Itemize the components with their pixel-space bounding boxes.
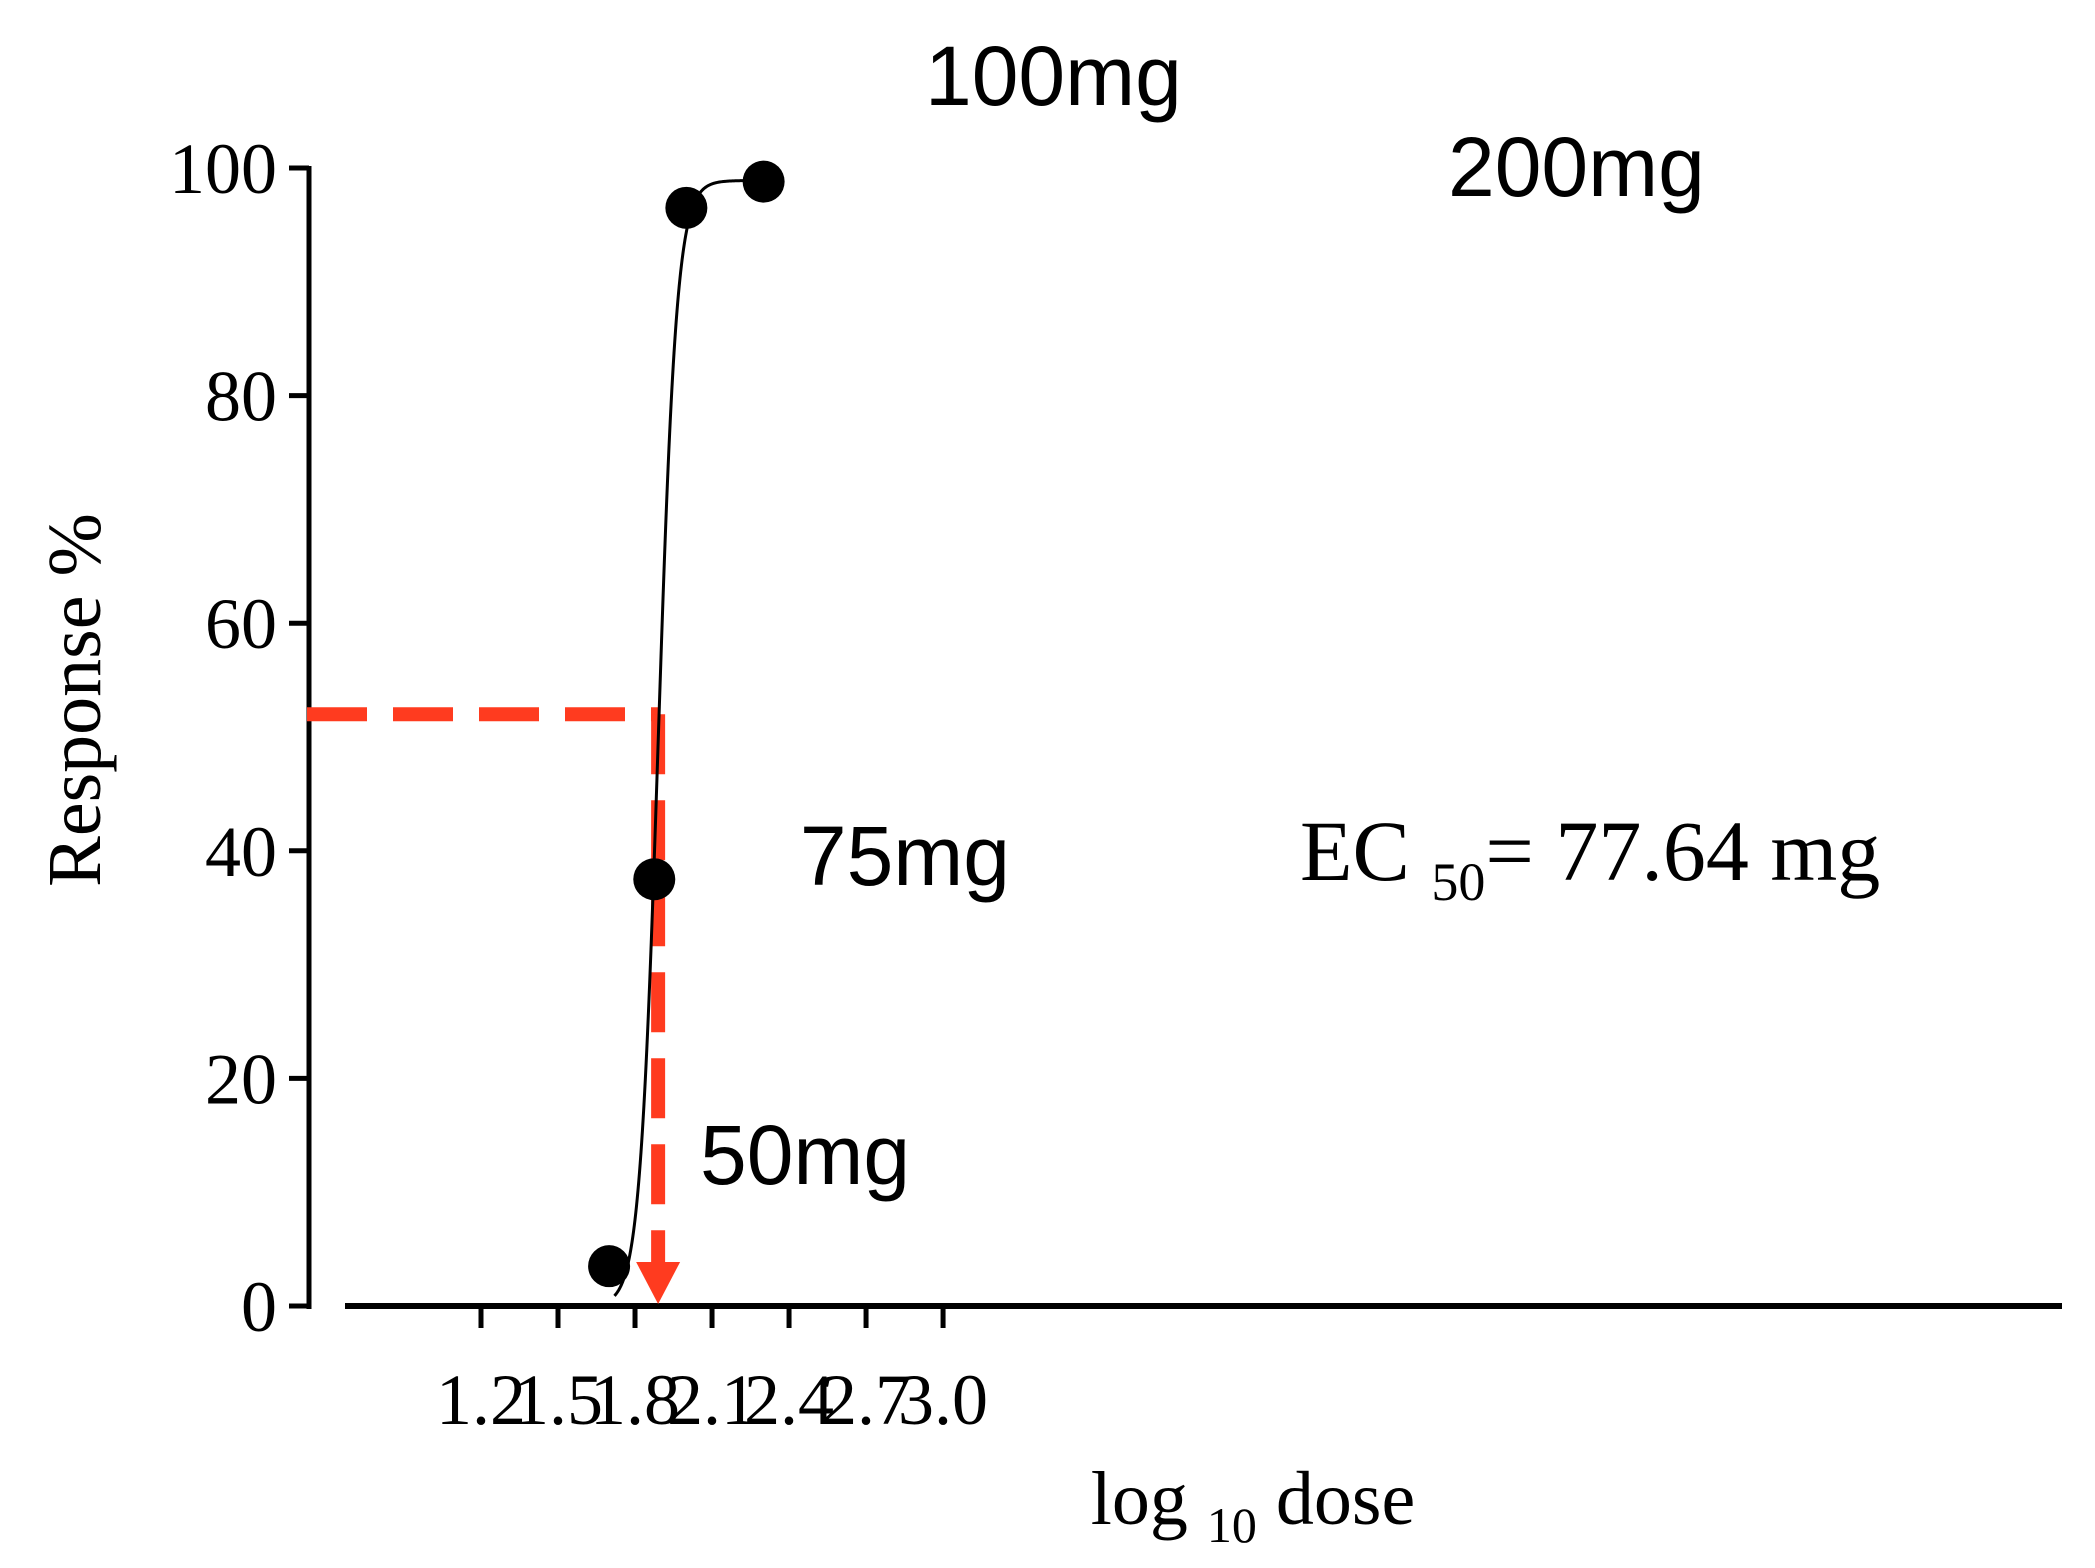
- data-point-200mg: [742, 160, 785, 203]
- y-tick-label: 80: [205, 357, 277, 437]
- data-point-100mg: [665, 186, 708, 229]
- ec50-guide: [307, 707, 681, 1304]
- x-tick-label: 1.5: [513, 1360, 603, 1440]
- labels: 50mg 75mg 100mg 200mg EC 50= 77.64 mg: [700, 29, 1880, 1202]
- y-tick-label: 0: [241, 1267, 277, 1347]
- ec50-annotation: EC 50= 77.64 mg: [1300, 803, 1880, 912]
- point-label-200mg: 200mg: [1448, 120, 1705, 214]
- x-tick-label: 1.8: [590, 1360, 680, 1440]
- data-point-50mg: [588, 1245, 631, 1288]
- point-label-50mg: 50mg: [700, 1108, 910, 1202]
- y-tick-label: 60: [205, 584, 277, 664]
- x-tick-label: 2.7: [821, 1360, 911, 1440]
- x-tick-label: 2.1: [667, 1360, 757, 1440]
- x-tick-label: 1.2: [436, 1360, 526, 1440]
- point-label-75mg: 75mg: [800, 809, 1010, 903]
- y-tick-label: 20: [205, 1039, 277, 1119]
- x-axis-title: log 10 dose: [1091, 1457, 1415, 1553]
- y-tick-label: 100: [169, 129, 277, 209]
- x-tick-label: 3.0: [898, 1360, 988, 1440]
- data-point-75mg: [633, 858, 676, 901]
- data-points: [588, 160, 785, 1288]
- point-label-100mg: 100mg: [925, 29, 1182, 123]
- ec50-arrowhead: [636, 1262, 681, 1304]
- axes: 0 20 40 60 80 100 1.21.51.82.12.42.73.0 Respons…: [33, 129, 2062, 1553]
- y-tick-label: 40: [205, 812, 277, 892]
- y-axis-title: Response %: [33, 513, 117, 887]
- x-tick-label: 2.4: [744, 1360, 834, 1440]
